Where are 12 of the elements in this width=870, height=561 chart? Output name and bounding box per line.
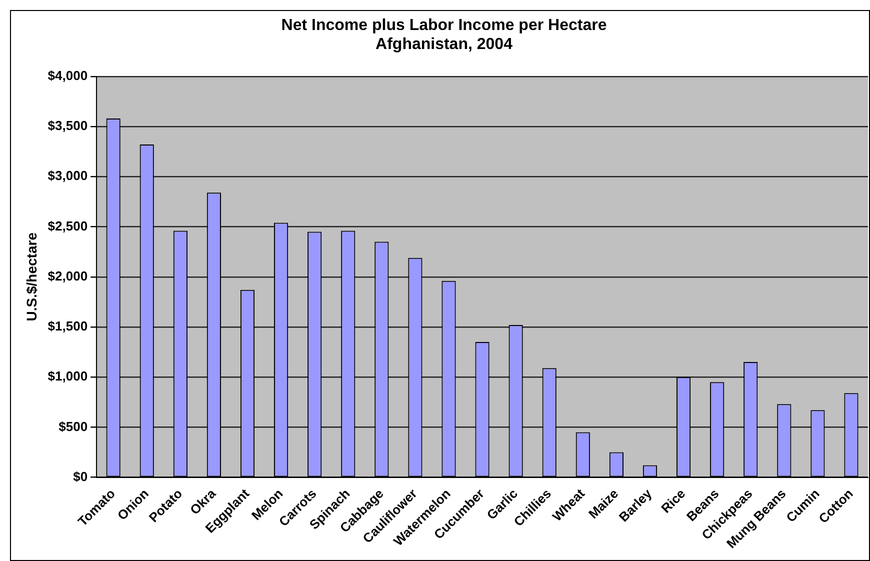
text: Afghanistan, 2004 — [376, 36, 512, 54]
y-tick-label: $0 — [73, 468, 88, 484]
y-tick-label: $2,000 — [48, 268, 88, 284]
text: Net Income plus Labor Income per Hectare — [281, 17, 607, 34]
y-axis-title: U.S.$/hectare — [23, 232, 40, 322]
y-tick-label: $1,000 — [48, 368, 88, 384]
y-tick-label: $1,500 — [48, 318, 88, 334]
y-tick-label: $3,500 — [48, 118, 88, 134]
y-tick-label: $4,000 — [48, 68, 88, 83]
y-tick-label: $500 — [58, 418, 88, 434]
y-tick-label: $3,000 — [48, 168, 88, 184]
y-tick-label: $2,500 — [48, 218, 88, 234]
